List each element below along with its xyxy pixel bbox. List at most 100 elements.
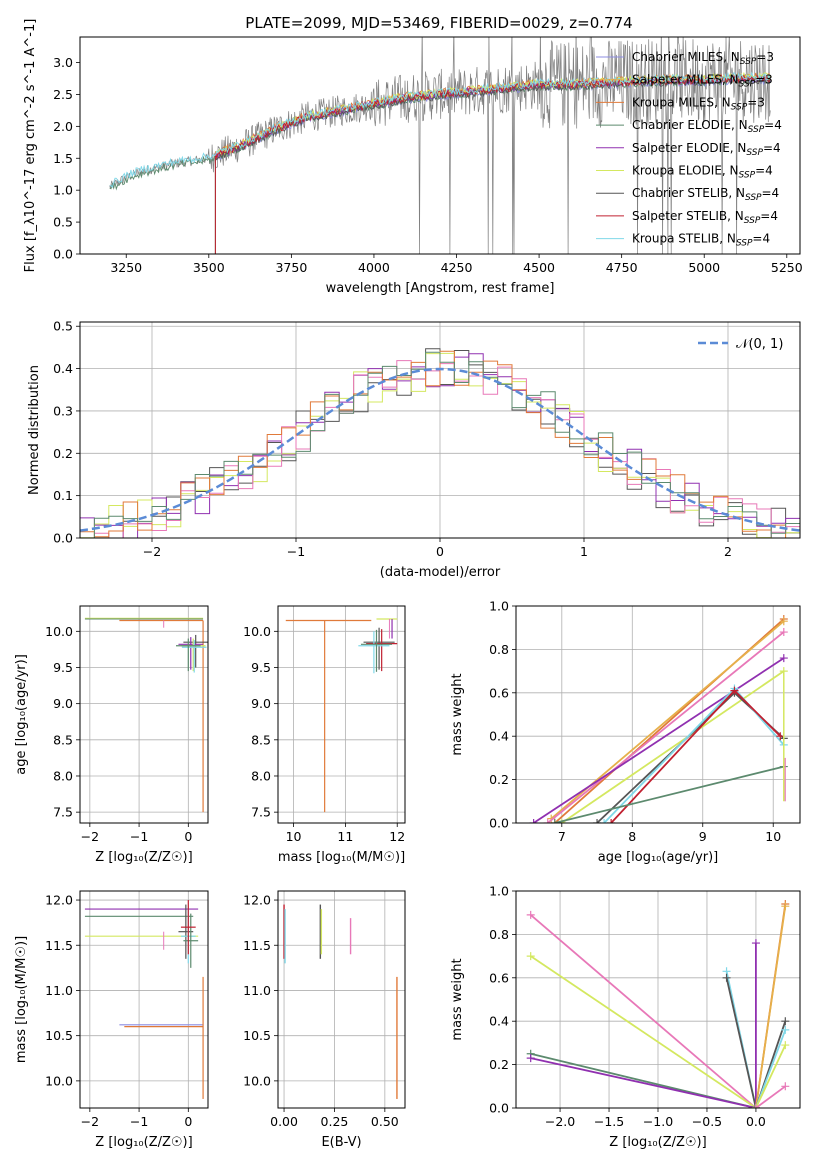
y-tick-label: 12.0 <box>45 893 73 908</box>
x-tick-label: −2 <box>81 829 99 844</box>
legend-label-tail: =4 <box>763 141 781 155</box>
panel-age_vs_mass: 10 11 12 7.5 8.0 8.5 9.0 9.5 10.0 mass [log₁₀(M/M… <box>243 605 406 865</box>
legend-label-tail: =3 <box>755 73 773 87</box>
axes-spectrum: 3250 3500 3750 4000 4250 4500 4750 5000 5250 0.0 0… <box>23 19 803 296</box>
x-tick-label: 2 <box>724 544 732 559</box>
y-tick-label: 7.5 <box>53 805 73 820</box>
panel-weight_vs_age: 7 8 9 10 0.0 0.2 0.4 0.6 0.8 1.0 age [log₁₀(age/yr… <box>450 599 801 865</box>
legend-label-main: Chabrier STELIB, N <box>632 186 745 200</box>
weight-age-line <box>554 765 785 823</box>
legend-label: Kroupa MILES, NSSP=3 <box>632 95 765 112</box>
x-axis-label: age [log₁₀(age/yr)] <box>598 850 719 865</box>
x-tick-label: 4500 <box>523 260 555 275</box>
x-tick-label: 0.50 <box>371 1114 399 1129</box>
legend-label-tail: =4 <box>755 164 773 178</box>
y-tick-label: 3.0 <box>53 55 73 70</box>
x-tick-label: 0.0 <box>746 1114 766 1129</box>
legend-label-sub: SSP <box>746 148 763 158</box>
y-tick-label: 0.5 <box>53 319 73 334</box>
x-tick-label: 5250 <box>771 260 803 275</box>
y-tick-label: 9.5 <box>251 660 271 675</box>
y-tick-label: 0.2 <box>489 1057 509 1072</box>
x-axis-label: (data-model)/error <box>380 565 501 580</box>
x-tick-label: −1.0 <box>643 1114 673 1129</box>
y-tick-label: 0.8 <box>489 927 509 942</box>
weight-z-line <box>755 1085 786 1108</box>
x-tick-label: 3500 <box>193 260 225 275</box>
plot-area-weight_vs_age <box>529 615 788 823</box>
legend-label: Kroupa STELIB, NSSP=4 <box>632 232 770 249</box>
y-tick-label: 12.0 <box>243 893 271 908</box>
panel-mass_vs_ebv: 0.00 0.25 0.50 10.0 10.5 11.0 11.5 12.0 E(B-V) <box>243 890 406 1150</box>
x-tick-label: −1.5 <box>594 1114 624 1129</box>
legend-label: Chabrier STELIB, NSSP=4 <box>632 186 779 203</box>
y-tick-label: 9.0 <box>251 696 271 711</box>
x-tick-label: 4250 <box>441 260 473 275</box>
x-tick-label: 4750 <box>606 260 638 275</box>
legend-label-sub: SSP <box>740 57 757 67</box>
x-axis-label: wavelength [Angstrom, rest frame] <box>326 281 555 296</box>
y-tick-label: 0.4 <box>489 729 509 744</box>
legend-label-sub: SSP <box>745 193 762 203</box>
legend-label-sub: SSP <box>744 216 761 226</box>
marker-plus <box>593 819 602 823</box>
y-tick-label: 8.5 <box>53 732 73 747</box>
plot-area-spectrum <box>109 37 771 254</box>
panel-age_vs_z: −2 −1 0 7.5 8.0 8.5 9.0 9.5 10.0 Z [log₁₀(Z/Z☉)] a… <box>14 605 209 865</box>
legend-label-tail: =4 <box>764 118 782 132</box>
marker-plus <box>550 819 559 823</box>
legend-label-sub: SSP <box>736 239 753 249</box>
marker-plus <box>526 952 535 961</box>
marker-plus <box>781 1017 790 1026</box>
y-tick-label: 0.0 <box>53 531 73 546</box>
y-tick-label: 10.5 <box>45 1028 73 1043</box>
marker-plus <box>776 732 785 741</box>
panel-spectrum: 3250 3500 3750 4000 4250 4500 4750 5000 5250 0.0 0… <box>23 19 803 296</box>
x-tick-label: 11 <box>337 829 353 844</box>
histogram-line <box>80 348 800 538</box>
y-tick-label: 1.0 <box>489 599 509 614</box>
y-tick-label: 8.0 <box>251 768 271 783</box>
x-tick-label: 0 <box>184 1114 192 1129</box>
y-tick-label: 11.5 <box>243 938 271 953</box>
axes-weight_vs_age: 7 8 9 10 0.0 0.2 0.4 0.6 0.8 1.0 age [log₁₀(age/yr… <box>450 599 801 865</box>
legend-label-tail: =3 <box>747 95 765 109</box>
y-tick-label: 8.0 <box>53 768 73 783</box>
legend-label-main: Chabrier ELODIE, N <box>632 118 748 132</box>
plot-area-age_vs_mass <box>285 618 398 813</box>
axes-mass_vs_ebv: 0.00 0.25 0.50 10.0 10.5 11.0 11.5 12.0 E(B-V) <box>243 890 406 1150</box>
weight-z-line <box>530 914 757 1108</box>
x-axis-label: mass [log₁₀(M/M☉)] <box>278 850 405 865</box>
axes-frame <box>79 36 801 255</box>
x-tick-label: 0.25 <box>321 1114 349 1129</box>
x-tick-label: −0.5 <box>692 1114 722 1129</box>
legend-label-sub: SSP <box>739 80 756 90</box>
legend-label-main: Kroupa STELIB, N <box>632 232 736 246</box>
legend-label: Salpeter STELIB, NSSP=4 <box>632 209 778 226</box>
y-tick-label: 8.5 <box>251 732 271 747</box>
plot-area-age_vs_z <box>84 617 208 813</box>
weight-age-line <box>533 657 785 823</box>
y-axis-label: age [log₁₀(age/yr)] <box>14 654 29 775</box>
marker-plus <box>557 819 566 823</box>
legend-label-sub: SSP <box>739 171 756 181</box>
x-tick-label: −2.0 <box>545 1114 575 1129</box>
legend-label-tail: =4 <box>762 186 780 200</box>
marker-plus <box>526 1054 535 1063</box>
marker-plus <box>543 819 552 823</box>
x-tick-label: 0 <box>436 544 444 559</box>
x-tick-label: 12 <box>389 829 405 844</box>
panel-residuals: −2 −1 0 1 2 0.0 0.1 0.2 0.3 0.4 0.5 (data-model)/er… <box>27 319 801 580</box>
y-axis-label: mass [log₁₀(M/M☉)] <box>14 936 29 1063</box>
y-tick-label: 1.5 <box>53 151 73 166</box>
legend-label-main: Salpeter ELODIE, N <box>632 141 746 155</box>
y-tick-label: 1.0 <box>53 183 73 198</box>
y-tick-label: 0.1 <box>53 488 73 503</box>
x-tick-label: 10 <box>286 829 302 844</box>
legend-label: Salpeter MILES, NSSP=3 <box>632 73 773 90</box>
weight-z-line <box>755 906 787 1108</box>
marker-plus <box>529 819 538 823</box>
x-tick-label: −2 <box>81 1114 99 1129</box>
x-tick-label: −1 <box>130 1114 148 1129</box>
